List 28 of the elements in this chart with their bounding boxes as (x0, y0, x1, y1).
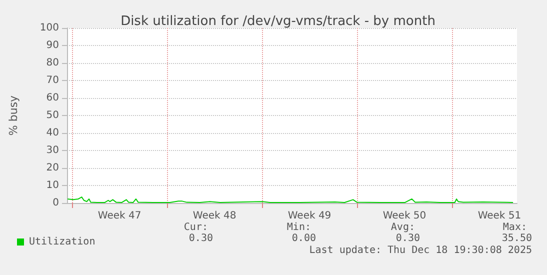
chart-title: Disk utilization for /dev/vg-vms/track - by month (120, 14, 436, 29)
text: Max: (502, 222, 527, 233)
y-axis-title: % busy (7, 94, 20, 136)
y-tick-label: 0 (52, 198, 59, 208)
text: Last update: Thu Dec 18 19:30:08 2025 (309, 245, 532, 256)
x-tick-label: Week 50 (382, 210, 426, 222)
x-tick-label: Week 51 (478, 210, 522, 222)
x-tick-label: Week 49 (288, 210, 332, 222)
y-tick-label: 30 (46, 145, 59, 156)
text: Cur: (184, 222, 208, 233)
text: 0.00 (292, 233, 316, 244)
y-tick-label: 10 (46, 180, 59, 191)
legend-label: Utilization (29, 236, 96, 248)
text: Avg: (390, 222, 415, 233)
y-tick-label: 20 (46, 162, 59, 174)
x-tick-label: Week 47 (98, 210, 142, 222)
text: Min: (286, 222, 311, 233)
y-tick-label: 40 (46, 128, 59, 138)
y-tick-label: 60 (46, 92, 59, 104)
x-tick-label: Week 48 (192, 210, 236, 222)
y-tick-label: 50 (46, 110, 59, 121)
y-tick-label: 90 (46, 40, 59, 51)
text: 0.30 (396, 233, 420, 244)
text: 35.50 (502, 233, 532, 244)
text: 0.30 (188, 233, 213, 244)
y-tick-label: 100 (40, 22, 59, 34)
y-tick-label: 80 (46, 58, 59, 68)
y-tick-label: 70 (46, 75, 59, 86)
